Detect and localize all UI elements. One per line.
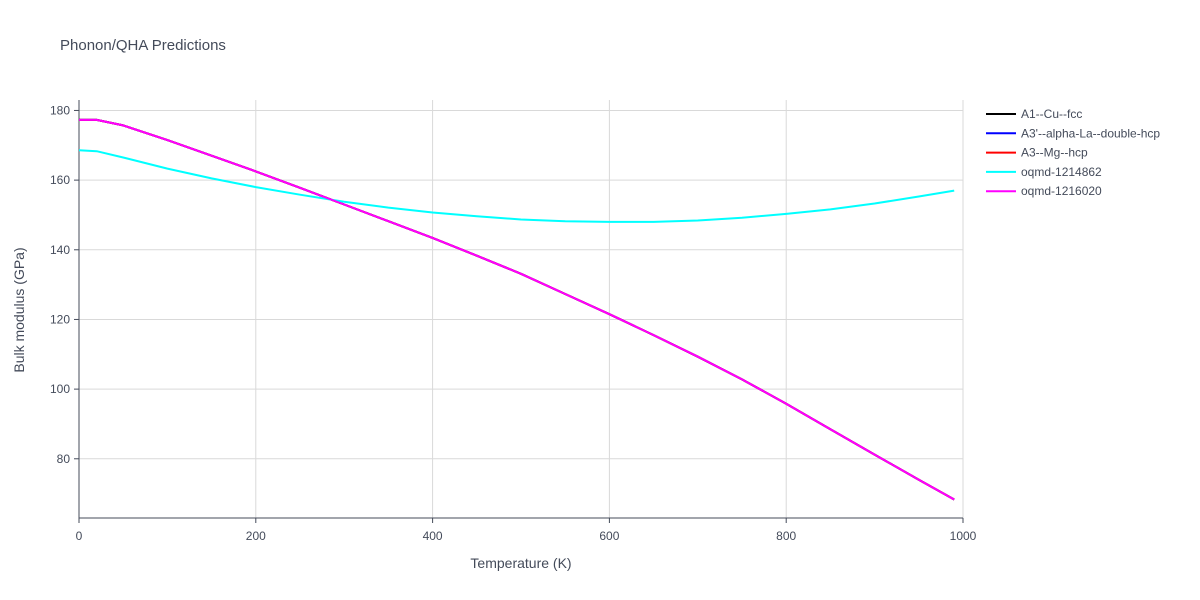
y-tick-label: 180 xyxy=(50,103,70,117)
legend-label: A3--Mg--hcp xyxy=(1021,146,1088,160)
y-tick-label: 120 xyxy=(50,312,70,326)
axes-layer: 0 200 400 600 800 1000 80 100 120 140 160 180 xyxy=(50,100,977,543)
legend-label: oqmd-1214862 xyxy=(1021,165,1102,179)
legend-item[interactable]: oqmd-1216020 xyxy=(986,184,1102,198)
series-line-oqmd-1214862 xyxy=(78,149,955,223)
x-axis-title: Temperature (K) xyxy=(470,555,571,571)
x-tick-label: 400 xyxy=(423,529,443,543)
legend-item[interactable]: A1--Cu--fcc xyxy=(986,107,1082,121)
x-tick-label: 200 xyxy=(246,529,266,543)
y-tick-label: 80 xyxy=(57,452,71,466)
series-line-A1--Cu--fcc xyxy=(79,118,955,501)
legend-item[interactable]: A3'--alpha-La--double-hcp xyxy=(986,126,1160,140)
y-tick-label: 140 xyxy=(50,243,70,257)
legend-item[interactable]: A3--Mg--hcp xyxy=(986,146,1088,160)
x-tick-label: 800 xyxy=(776,529,796,543)
x-tick-label: 1000 xyxy=(950,529,977,543)
x-tick-label: 0 xyxy=(76,529,83,543)
chart-title: Phonon/QHA Predictions xyxy=(60,37,226,54)
series-line-A3--Mg--hcp xyxy=(79,118,955,501)
series-layer xyxy=(78,118,955,501)
grid-layer xyxy=(79,100,964,518)
legend-label: oqmd-1216020 xyxy=(1021,184,1102,198)
y-tick-label: 160 xyxy=(50,173,70,187)
x-tick-label: 600 xyxy=(599,529,619,543)
series-line-oqmd-1216020 xyxy=(79,118,955,501)
legend-label: A1--Cu--fcc xyxy=(1021,107,1082,121)
y-tick-label: 100 xyxy=(50,382,70,396)
series-line-A3'--alpha-La--double-hcp xyxy=(79,118,955,501)
y-axis-title: Bulk modulus (GPa) xyxy=(11,247,27,372)
legend[interactable]: A1--Cu--fcc A3'--alpha-La--double-hcp A3--… xyxy=(986,107,1160,198)
legend-label: A3'--alpha-La--double-hcp xyxy=(1021,126,1160,140)
legend-item[interactable]: oqmd-1214862 xyxy=(986,165,1102,179)
